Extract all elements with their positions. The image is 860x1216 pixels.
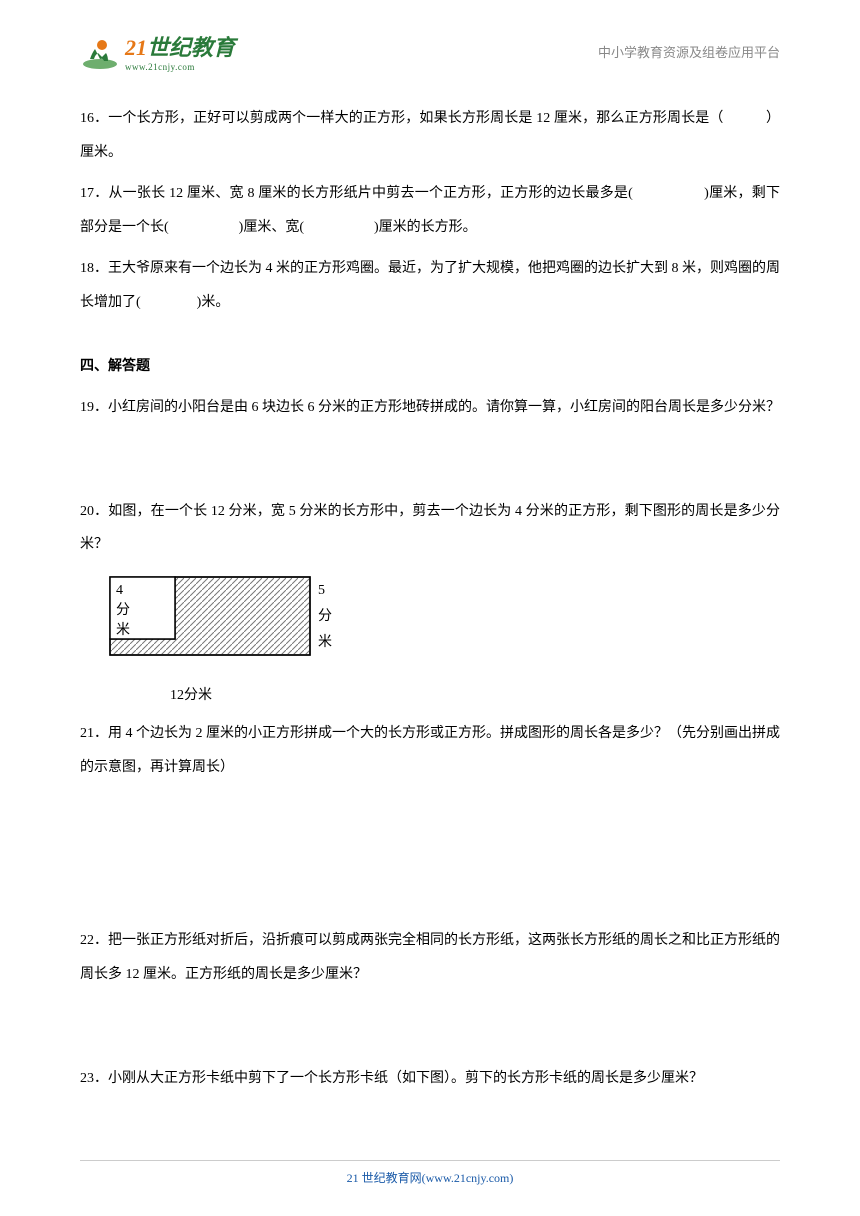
page-header: 21世纪教育 www.21cnjy.com 中小学教育资源及组卷应用平台 [0, 0, 860, 82]
footer-divider [80, 1160, 780, 1161]
figure-q20: 4 分 米 5 分 米 12分米 [100, 572, 780, 712]
header-right-text: 中小学教育资源及组卷应用平台 [598, 42, 780, 61]
question-23: 23．小刚从大正方形卡纸中剪下了一个长方形卡纸（如下图）。剪下的长方形卡纸的周长… [80, 1062, 780, 1096]
fig-right-3: 米 [318, 634, 332, 650]
question-22: 22．把一张正方形纸对折后，沿折痕可以剪成两张完全相同的长方形纸，这两张长方形纸… [80, 924, 780, 991]
logo-text: 21世纪教育 www.21cnjy.com [125, 30, 235, 72]
fig-left-3: 米 [116, 622, 130, 638]
question-19: 19．小红房间的小阳台是由 6 块边长 6 分米的正方形地砖拼成的。请你算一算，… [80, 391, 780, 425]
question-17: 17．从一张长 12 厘米、宽 8 厘米的长方形纸片中剪去一个正方形，正方形的边… [80, 177, 780, 244]
footer-prefix: 21 世纪教育网( [347, 1171, 426, 1185]
footer-url: www.21cnjy.com [426, 1171, 510, 1185]
logo-icon [80, 31, 120, 71]
footer-suffix: ) [509, 1171, 513, 1185]
footer-text: 21 世纪教育网(www.21cnjy.com) [0, 1169, 860, 1186]
question-18: 18．王大爷原来有一个边长为 4 米的正方形鸡圈。最近，为了扩大规模，他把鸡圈的… [80, 252, 780, 319]
fig-right-1: 5 [318, 583, 325, 598]
page-footer: 21 世纪教育网(www.21cnjy.com) [0, 1160, 860, 1186]
question-21: 21．用 4 个边长为 2 厘米的小正方形拼成一个大的长方形或正方形。拼成图形的… [80, 717, 780, 784]
figure-bottom-label: 12分米 [170, 679, 780, 713]
logo-area: 21世纪教育 www.21cnjy.com [80, 30, 235, 72]
question-20: 20．如图，在一个长 12 分米，宽 5 分米的长方形中，剪去一个边长为 4 分… [80, 495, 780, 562]
fig-left-1: 4 [116, 583, 123, 598]
fig-left-2: 分 [116, 602, 130, 618]
logo-main-text: 21世纪教育 [125, 30, 235, 62]
logo-number: 21 [125, 35, 147, 60]
document-content: 16．一个长方形，正好可以剪成两个一样大的正方形，如果长方形周长是 12 厘米，… [0, 82, 860, 1123]
logo-title: 世纪教育 [147, 35, 235, 60]
section-4-title: 四、解答题 [80, 350, 780, 384]
logo-url: www.21cnjy.com [125, 62, 235, 72]
question-16: 16．一个长方形，正好可以剪成两个一样大的正方形，如果长方形周长是 12 厘米，… [80, 102, 780, 169]
fig-right-2: 分 [318, 608, 332, 624]
